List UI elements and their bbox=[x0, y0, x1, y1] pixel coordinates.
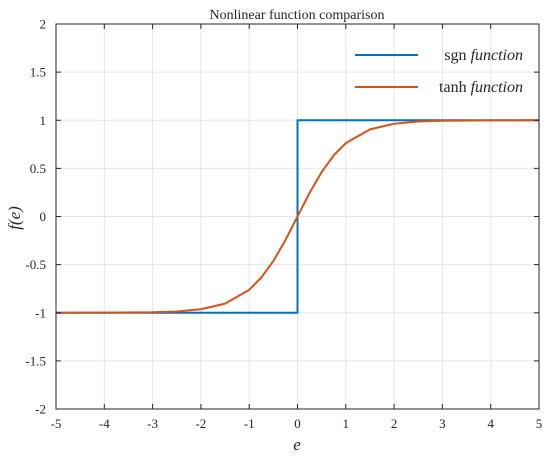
series-line-tanh bbox=[55, 119, 540, 314]
x-tick-label: 3 bbox=[439, 416, 446, 431]
legend-label-tanh: tanh function bbox=[439, 79, 523, 96]
x-tick-label: 5 bbox=[536, 416, 543, 431]
y-tick-label: 2 bbox=[40, 17, 47, 32]
x-tick-label: 2 bbox=[391, 416, 398, 431]
legend-label-italic: function bbox=[471, 47, 523, 64]
x-tick-label: -4 bbox=[99, 416, 110, 431]
x-tick-label: -1 bbox=[244, 416, 255, 431]
legend-label-plain: sgn bbox=[444, 47, 466, 64]
ticks bbox=[55, 23, 540, 410]
y-tick-label: -1 bbox=[35, 305, 46, 320]
legend-label-plain: tanh bbox=[439, 79, 467, 96]
legend-label-italic: function bbox=[471, 79, 523, 96]
x-tick-label: 1 bbox=[343, 416, 350, 431]
y-tick-label: 1 bbox=[40, 113, 47, 128]
x-tick-label: 4 bbox=[487, 416, 494, 431]
x-tick-label: -2 bbox=[195, 416, 206, 431]
y-tick-label: 1.5 bbox=[30, 65, 46, 80]
x-axis-label: e bbox=[293, 435, 301, 454]
x-tick-labels: -5 -4 -3 -2 -1 0 1 2 3 4 5 bbox=[51, 416, 543, 431]
x-tick-label: -5 bbox=[51, 416, 62, 431]
x-tick-label: 0 bbox=[294, 416, 301, 431]
y-tick-label: 0 bbox=[40, 209, 47, 224]
y-axis-label: f(e) bbox=[5, 206, 24, 230]
series-layer bbox=[55, 119, 540, 314]
y-tick-label: -0.5 bbox=[25, 257, 46, 272]
y-tick-label: -2 bbox=[35, 402, 46, 417]
y-tick-label: -1.5 bbox=[25, 353, 46, 368]
y-tick-label: 0.5 bbox=[30, 161, 46, 176]
y-tick-labels: 2 1.5 1 0.5 0 -0.5 -1 -1.5 -2 bbox=[25, 17, 46, 417]
chart-title: Nonlinear function comparison bbox=[210, 8, 385, 23]
legend-label-sgn: sgn function bbox=[444, 47, 523, 64]
x-tick-label: -3 bbox=[147, 416, 158, 431]
